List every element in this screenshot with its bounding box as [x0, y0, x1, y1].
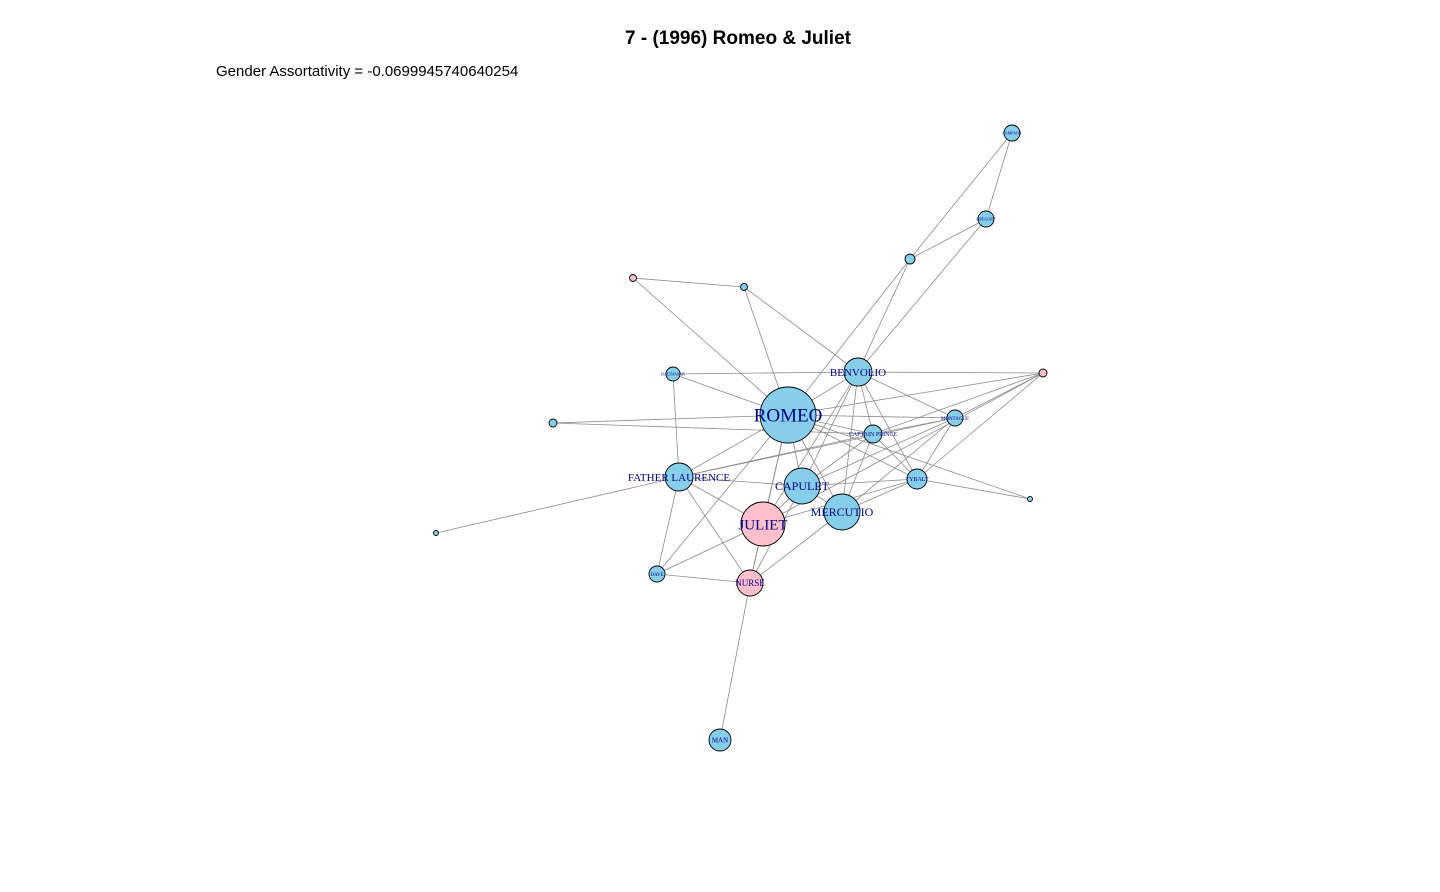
edge-captain-prince-montague: [872, 417, 956, 435]
edge-female-top-small-top: [632, 277, 745, 288]
edge-benvolio-capulet: [801, 371, 859, 487]
node-label-man: MAN: [712, 736, 728, 744]
node-nurse: [736, 569, 764, 597]
node-layer: [433, 124, 1048, 752]
node-other-left: [548, 418, 558, 428]
node-captain-prince: [863, 424, 883, 444]
node-label-mercutio: MERCUTIO: [811, 505, 874, 519]
node-female-top: [629, 274, 637, 282]
node-label-sampson: SAMPSON: [1003, 130, 1022, 135]
node-small-right: [1027, 496, 1033, 502]
node-label-balthasar: BALTHASAR: [661, 371, 685, 376]
edge-mercutio-nurse: [749, 511, 843, 584]
edge-tybalt-montague: [916, 417, 956, 480]
node-label-tybalt: TYBALT: [905, 477, 928, 483]
node-label-montague: MONTAGUE: [941, 417, 969, 422]
edge-capulet-montague: [801, 417, 956, 487]
edge-tybalt-lady-montague: [916, 372, 1044, 480]
node-benvolio: [843, 357, 873, 387]
node-small-farleft: [433, 530, 439, 536]
node-label-dave: DAVE: [650, 573, 663, 578]
node-tybalt: [906, 468, 928, 490]
chart-title: 7 - (1996) Romeo & Juliet: [625, 28, 851, 49]
node-capulet: [783, 467, 821, 505]
node-label-romeo: ROMEO: [754, 406, 823, 427]
edge-benvolio-abra: [857, 258, 911, 373]
edge-benvolio-mercutio: [841, 371, 859, 513]
node-label-gregory: GREGORY: [976, 216, 995, 221]
edge-capulet-father-laurence: [678, 476, 803, 487]
edge-sampson-gregory: [985, 132, 1013, 220]
edge-father-laurence-dave: [656, 476, 680, 575]
node-abra: [904, 253, 916, 265]
edge-tybalt-small-right: [916, 478, 1031, 500]
edge-small-right-romeo: [787, 414, 1031, 500]
edge-romeo-female-top: [632, 277, 789, 416]
edge-mercutio-montague: [841, 417, 956, 513]
edge-romeo-other-left: [552, 414, 789, 424]
label-layer: ROMEO JULIET CAPULET MERCUTIO BENVOLIO FATHER…: [628, 130, 1022, 744]
edge-father-laurence-small-farleft: [435, 476, 680, 534]
edge-father-laurence-montague: [678, 417, 956, 478]
node-balthasar: [665, 366, 681, 382]
edge-father-laurence-nurse: [678, 476, 751, 584]
edge-benvolio-gregory: [857, 218, 987, 373]
node-dave: [648, 565, 666, 583]
edge-benvolio-tybalt: [857, 371, 918, 480]
edge-benvolio-lady-montague: [857, 371, 1044, 374]
edge-captain-prince-lady-montague: [872, 372, 1044, 435]
node-father-laurence: [664, 462, 694, 492]
edge-romeo-dave: [656, 414, 789, 575]
node-small-top: [740, 283, 748, 291]
node-label-benvolio: BENVOLIO: [830, 367, 886, 379]
node-montague: [946, 409, 964, 427]
edge-sampson-abra: [909, 132, 1013, 260]
edge-nurse-dave: [656, 573, 751, 584]
edge-layer: [435, 132, 1044, 741]
edge-gregory-abra: [909, 218, 987, 260]
node-juliet: [740, 501, 786, 547]
node-romeo: [759, 386, 817, 444]
node-mercutio: [823, 493, 861, 531]
edge-benvolio-small-top: [743, 286, 859, 373]
edge-benvolio-balthasar: [672, 371, 859, 375]
edge-nurse-man: [719, 582, 751, 741]
node-man: [708, 728, 732, 752]
edge-captain-prince-tybalt: [872, 433, 918, 480]
node-label-nurse: NURSE: [735, 578, 765, 588]
node-label-capulet: CAPULET: [775, 479, 830, 493]
edge-captain-prince-other-left: [552, 422, 874, 435]
edge-father-laurence-balthasar: [672, 373, 680, 478]
edge-montague-lady-montague: [954, 372, 1044, 419]
node-label-captain-prince: CAPTAIN PRINCE: [849, 432, 898, 438]
assortativity-subtitle: Gender Assortativity = -0.06999457406402…: [216, 63, 519, 80]
edge-romeo-lady-montague: [787, 372, 1044, 416]
node-lady-montague: [1038, 368, 1048, 378]
node-label-father-laurence: FATHER LAURENCE: [628, 472, 730, 484]
edge-capulet-tybalt: [801, 478, 918, 487]
node-gregory: [977, 210, 995, 228]
edge-benvolio-montague: [857, 371, 956, 419]
node-label-juliet: JULIET: [738, 517, 787, 533]
edge-abra-romeo: [787, 258, 911, 416]
node-sampson: [1003, 124, 1021, 142]
